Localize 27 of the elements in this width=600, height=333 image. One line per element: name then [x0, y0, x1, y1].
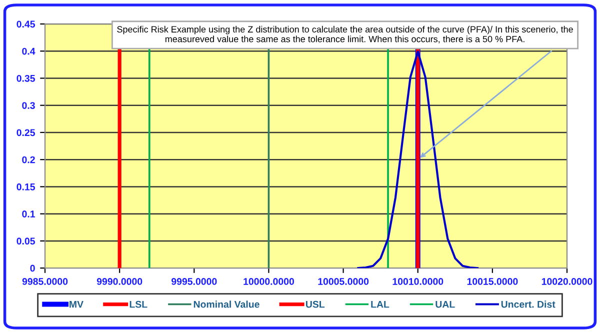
y-tick-label: 0.05	[16, 238, 36, 245]
line-series	[357, 50, 479, 268]
legend-label: Uncert. Dist	[501, 300, 556, 308]
legend-label: LSL	[130, 300, 148, 308]
y-tick-label: 0.2	[22, 156, 35, 164]
x-tick-label: 10000.0000	[244, 278, 294, 285]
y-tick-label: 0.25	[16, 129, 36, 136]
x-tick-label: 10015.0000	[467, 278, 518, 285]
y-tick-label: 0.45	[16, 20, 36, 28]
x-tick-label: 9985.0000	[22, 278, 68, 285]
y-tick-label: 0	[30, 264, 35, 272]
x-tick-label: 10020.0000	[542, 278, 592, 285]
x-tick-label: 9990.0000	[96, 278, 142, 285]
x-tick-label: 10005.0000	[318, 278, 369, 285]
legend-label: UAL	[436, 300, 455, 308]
x-tick-label: 9995.0000	[172, 278, 217, 285]
y-tick-label: 0.15	[16, 183, 36, 190]
legend-label: Nominal Value	[194, 300, 260, 308]
y-tick-label: 0.4	[22, 48, 36, 55]
x-tick-label: 10010.0000	[392, 278, 444, 285]
y-tick-label: 0.1	[22, 210, 36, 218]
legend-label: USL	[306, 300, 325, 308]
legend-label: LAL	[371, 300, 390, 308]
legend-label: MV	[70, 300, 84, 308]
annotation: Specific Risk Example using the Z distribution to calculate the area outside of the curve (PFA)/ In this scenerio, the measureved value the same as the tolerance limit. When this occurs, there is a 50 % PFA.	[117, 26, 573, 44]
y-tick-label: 0.3	[22, 102, 35, 109]
y-tick-label: 0.35	[16, 74, 36, 82]
